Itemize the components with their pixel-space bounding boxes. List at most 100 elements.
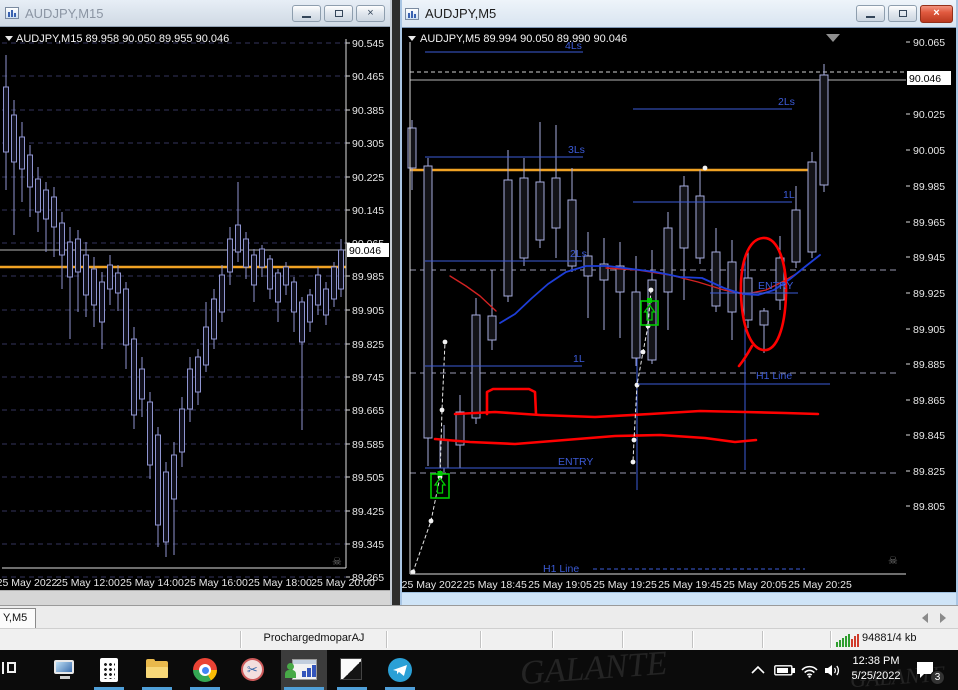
level-label: 3Ls bbox=[568, 144, 585, 156]
red-line-a-bump bbox=[485, 387, 538, 416]
red-line-b bbox=[433, 433, 758, 446]
horizontal-scrollbar[interactable] bbox=[400, 592, 958, 605]
chart-window-icon bbox=[405, 7, 419, 20]
status-separator bbox=[692, 631, 693, 648]
price-label: 89.985 bbox=[352, 271, 384, 283]
this-pc-icon[interactable] bbox=[53, 658, 77, 682]
candle-body bbox=[487, 315, 497, 341]
candle-body bbox=[75, 238, 81, 273]
close-button[interactable]: × bbox=[920, 4, 953, 23]
wifi-icon[interactable] bbox=[800, 663, 819, 678]
titlebar-m15[interactable]: AUDJPY,M15 × bbox=[0, 0, 390, 27]
candle-body bbox=[43, 189, 49, 220]
candle-body bbox=[3, 86, 9, 153]
hand-drawn-circle bbox=[739, 236, 788, 352]
open-app-underline bbox=[284, 687, 324, 690]
zigzag-dot bbox=[439, 407, 445, 413]
candle-body bbox=[307, 294, 313, 323]
battery-icon[interactable] bbox=[774, 665, 796, 676]
candle-body bbox=[203, 326, 209, 366]
restore-button[interactable] bbox=[888, 5, 917, 22]
price-label: 89.965 bbox=[913, 217, 945, 229]
chrome-icon[interactable] bbox=[193, 658, 217, 682]
speaker-icon[interactable] bbox=[824, 663, 843, 678]
time-label: 25 May 2022 bbox=[0, 577, 58, 589]
candle-body bbox=[171, 454, 177, 500]
start-partial-icon[interactable] bbox=[2, 660, 18, 678]
tray-chevron-up-icon[interactable] bbox=[750, 664, 766, 676]
candle-body bbox=[115, 272, 121, 294]
minimize-button[interactable] bbox=[856, 5, 885, 22]
price-label: 89.845 bbox=[913, 430, 945, 442]
price-label: 89.905 bbox=[352, 305, 384, 317]
scroll-end-triangle-icon bbox=[826, 34, 840, 42]
level-label: 4Ls bbox=[565, 40, 582, 52]
status-separator bbox=[762, 631, 763, 648]
candle-body bbox=[227, 238, 233, 273]
candle-body bbox=[503, 179, 513, 297]
price-label: 89.825 bbox=[352, 339, 384, 351]
price-label: 89.865 bbox=[913, 395, 945, 407]
level-label: 1L bbox=[573, 353, 585, 365]
level-label: ENTRY bbox=[758, 280, 793, 292]
time-label: 25 May 20:05 bbox=[723, 579, 787, 591]
time-label: 25 May 18:00 bbox=[248, 577, 312, 589]
open-app-underline bbox=[190, 687, 220, 690]
price-chart-m15[interactable]: 90.545 90.465 90.385 90.305 90.225 90.145 90.0… bbox=[0, 27, 390, 590]
time-label: 25 May 20:00 bbox=[311, 577, 375, 589]
connection-bars-icon[interactable] bbox=[836, 633, 860, 647]
signal-top-dot bbox=[647, 298, 652, 303]
price-label: 89.985 bbox=[913, 181, 945, 193]
candle-body bbox=[187, 368, 193, 410]
titlebar-m5[interactable]: AUDJPY,M5 × bbox=[400, 0, 958, 28]
candle-body bbox=[99, 281, 105, 323]
price-label: 90.065 bbox=[913, 37, 945, 49]
minimize-button[interactable] bbox=[292, 4, 321, 22]
restore-button[interactable] bbox=[324, 4, 353, 22]
action-center-icon[interactable] bbox=[915, 660, 937, 680]
candle-body bbox=[743, 277, 753, 321]
tab-scroll-right-icon[interactable] bbox=[940, 613, 946, 623]
level-label: H1 Line bbox=[756, 370, 792, 382]
level-label: 1L bbox=[783, 189, 795, 201]
candle-body bbox=[338, 249, 344, 290]
status-bar: ProchargedmoparAJ 94881/4 kb bbox=[0, 628, 958, 650]
candle-body bbox=[663, 227, 673, 293]
time-label: 25 May 16:00 bbox=[184, 577, 248, 589]
header-dropdown-icon bbox=[5, 36, 13, 41]
candle-body bbox=[519, 177, 529, 259]
candle-body bbox=[259, 248, 265, 268]
candle-body bbox=[51, 196, 57, 228]
candle-body bbox=[235, 224, 241, 253]
calculator-icon[interactable] bbox=[97, 658, 121, 682]
file-explorer-icon[interactable] bbox=[145, 658, 169, 682]
close-button[interactable]: × bbox=[356, 4, 385, 22]
candle-body bbox=[251, 254, 257, 286]
tab-audjpy-m5[interactable]: Y,M5 bbox=[0, 608, 36, 629]
price-label: 90.025 bbox=[913, 109, 945, 121]
zigzag-dot bbox=[410, 569, 416, 575]
candle-body bbox=[807, 161, 817, 253]
status-separator bbox=[552, 631, 553, 648]
blue-ma bbox=[499, 254, 821, 324]
dark-app-icon[interactable] bbox=[340, 658, 364, 682]
window-border-left bbox=[400, 0, 402, 605]
metatrader-icon bbox=[287, 663, 294, 670]
telegram-icon[interactable] bbox=[388, 658, 412, 682]
window-bottom-border bbox=[0, 590, 390, 605]
time-label: 25 May 12:00 bbox=[56, 577, 120, 589]
candle-body bbox=[791, 209, 801, 263]
candle-body bbox=[759, 310, 769, 326]
status-separator bbox=[386, 631, 387, 648]
tab-scroll-left-icon[interactable] bbox=[922, 613, 928, 623]
account-name: ProchargedmoparAJ bbox=[263, 632, 365, 644]
snipping-tool-icon[interactable]: ✂ bbox=[241, 658, 265, 682]
price-chart-m5[interactable]: 4Ls 2Ls 3Ls 1L 2Ls 1L ENTRY ENTRY H1 Line H1 Line… bbox=[400, 28, 958, 592]
chart-window-icon bbox=[5, 7, 19, 19]
candle-body bbox=[195, 356, 201, 393]
price-label: 90.305 bbox=[352, 138, 384, 150]
metatrader-taskbar-cell[interactable] bbox=[281, 650, 327, 690]
taskbar-clock[interactable]: 12:38 PM 5/25/2022 bbox=[845, 654, 907, 684]
price-label: 89.805 bbox=[913, 501, 945, 513]
